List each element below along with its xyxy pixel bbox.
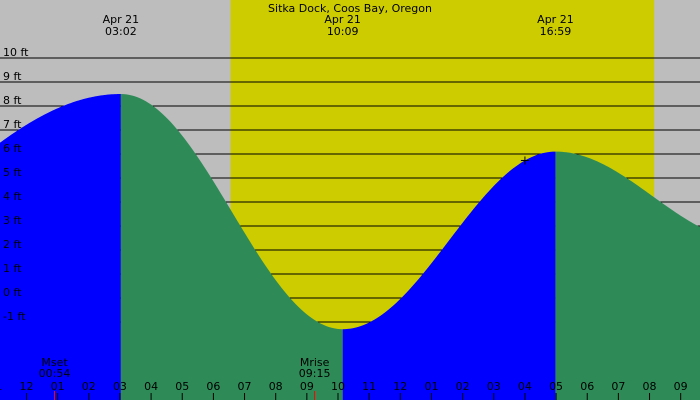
extremum-time-label: 03:02	[105, 25, 137, 38]
x-tick-label: 09	[300, 380, 314, 393]
y-tick-label: 4 ft	[3, 190, 22, 203]
rising-tide-area	[342, 151, 556, 400]
extremum-time-label: 16:59	[540, 25, 572, 38]
y-tick-label: 7 ft	[3, 118, 22, 131]
y-tick-label: 5 ft	[3, 166, 22, 179]
y-tick-label: -1 ft	[3, 310, 26, 323]
falling-tide-area	[555, 151, 700, 400]
x-tick-label: 05	[549, 380, 563, 393]
y-axis-labels: 10 ft 9 ft 8 ft 7 ft 6 ft 5 ft 4 ft 3 ft 2 ft 1 f…	[3, 46, 29, 323]
chart-title: Sitka Dock, Coos Bay, Oregon	[268, 2, 432, 15]
x-tick-label: 07	[611, 380, 625, 393]
x-tick-label: 07	[238, 380, 252, 393]
falling-tide-area	[120, 94, 343, 400]
x-tick-label: 09	[674, 380, 688, 393]
x-tick-label: 12	[19, 380, 33, 393]
y-tick-label: 0 ft	[3, 286, 22, 299]
moon-event-label: Mrise	[300, 356, 330, 369]
x-tick-label: 05	[175, 380, 189, 393]
extremum-time-label: 10:09	[327, 25, 359, 38]
rising-tide-area	[0, 94, 121, 400]
x-tick-label: 04	[518, 380, 532, 393]
x-tick-label: 08	[643, 380, 657, 393]
x-tick-label: 11	[362, 380, 376, 393]
tide-areas	[0, 94, 700, 400]
y-tick-label: 3 ft	[3, 214, 22, 227]
x-tick-label: 11	[0, 380, 2, 393]
y-tick-label: 9 ft	[3, 70, 22, 83]
x-tick-label: 08	[269, 380, 283, 393]
y-tick-label: 6 ft	[3, 142, 22, 155]
extremum-date-label: Apr 21	[103, 13, 140, 26]
y-tick-label: 2 ft	[3, 238, 22, 251]
y-tick-label: 8 ft	[3, 94, 22, 107]
x-tick-label: 01	[424, 380, 438, 393]
x-axis: 11 12 01 02 03 04 05 06 07 08 09 10 11 12 01 02 03 04 05 06…	[0, 380, 688, 400]
x-tick-label: 03	[487, 380, 501, 393]
y-tick-label: 10 ft	[3, 46, 29, 59]
x-tick-label: 12	[393, 380, 407, 393]
extremum-date-label: Apr 21	[324, 13, 361, 26]
x-tick-label: 04	[144, 380, 158, 393]
x-tick-label: 06	[580, 380, 594, 393]
x-tick-label: 02	[82, 380, 96, 393]
current-time-marker	[520, 156, 529, 165]
extremum-date-label: Apr 21	[537, 13, 574, 26]
x-tick-label: 03	[113, 380, 127, 393]
x-tick-label: 02	[456, 380, 470, 393]
x-tick-label: 10	[331, 380, 345, 393]
y-tick-label: 1 ft	[3, 262, 22, 275]
moon-event-time: 09:15	[299, 367, 331, 380]
moon-event-label: Mset	[41, 356, 68, 369]
x-tick-label: 06	[206, 380, 220, 393]
x-tick-label: 01	[51, 380, 65, 393]
moon-event-time: 00:54	[39, 367, 71, 380]
